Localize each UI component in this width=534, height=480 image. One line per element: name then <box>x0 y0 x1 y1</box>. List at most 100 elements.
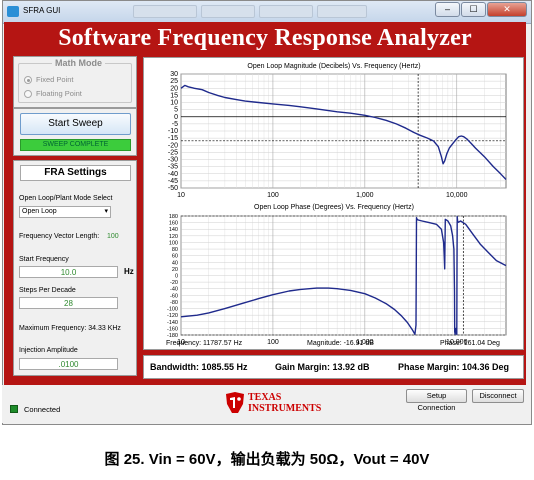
minimize-button[interactable]: – <box>435 2 460 17</box>
figure-caption: 图 25. Vin = 60V，输出负载为 50Ω，Vout = 40V <box>104 451 430 468</box>
phase-y-tick-label: 140 <box>169 227 178 233</box>
magnitude-y-tick-label: -40 <box>168 171 178 178</box>
phase-y-tick-label: -100 <box>167 307 178 313</box>
start-sweep-button[interactable]: Start Sweep <box>20 113 131 135</box>
phase-y-tick-label: -40 <box>170 287 178 293</box>
mode-select-dropdown[interactable]: Open Loop ▾ <box>19 206 111 218</box>
phase-series-line <box>180 215 507 335</box>
phase-y-tick-label: 0 <box>175 274 178 280</box>
freq-vector-label: Frequency Vector Length: <box>19 233 100 240</box>
magnitude-y-tick-label: -45 <box>168 178 178 185</box>
magnitude-x-tick-label: 10,000 <box>446 192 468 199</box>
magnitude-x-tick-label: 1,000 <box>356 192 374 199</box>
ti-logo: TEXAS INSTRUMENTS <box>224 389 324 417</box>
max-frequency-label: Maximum Frequency: 34.33 KHz <box>19 325 121 332</box>
window-title: SFRA GUI <box>23 6 61 15</box>
bode-plots: Open Loop Magnitude (Decibels) Vs. Frequ… <box>166 63 507 347</box>
sweep-panel: Start Sweep SWEEP COMPLETE <box>13 108 137 156</box>
blurred-tab <box>133 5 197 18</box>
steps-per-decade-label: Steps Per Decade <box>19 287 76 294</box>
fixed-point-label: Fixed Point <box>36 75 74 84</box>
blurred-tab <box>317 5 367 18</box>
magnitude-y-tick-label: -25 <box>168 149 178 156</box>
phase-y-tick-label: 80 <box>172 247 178 253</box>
fixed-point-radio[interactable] <box>24 76 32 84</box>
magnitude-y-tick-label: 5 <box>174 107 178 114</box>
sweep-status-bar: SWEEP COMPLETE <box>20 139 131 151</box>
connection-status-label: Connected <box>24 405 61 414</box>
gain-margin-readout: Gain Margin: 13.92 dB <box>275 362 370 372</box>
cursor-frequency-readout: Frequency: 11787.57 Hz <box>166 340 243 347</box>
floating-point-label: Floating Point <box>36 89 82 98</box>
injection-amplitude-input[interactable]: .0100 <box>19 358 118 370</box>
magnitude-y-tick-label: -5 <box>172 121 178 128</box>
magnitude-y-tick-label: -50 <box>168 185 178 192</box>
phase-y-tick-label: 40 <box>172 260 178 266</box>
blurred-tab <box>201 5 255 18</box>
cursor-magnitude-readout: Magnitude: -16.91 dB <box>307 340 374 347</box>
magnitude-x-tick-label: 10 <box>177 192 185 199</box>
magnitude-series-line <box>180 84 507 180</box>
phase-y-tick-label: 100 <box>169 240 178 246</box>
magnitude-chart-title: Open Loop Magnitude (Decibels) Vs. Frequ… <box>247 63 420 70</box>
status-footer: Connected TEXAS INSTRUMENTS Setup Connec… <box>2 385 530 423</box>
magnitude-y-tick-label: -15 <box>168 135 178 142</box>
maximize-button[interactable]: ☐ <box>461 2 486 17</box>
phase-x-tick-label: 10,000 <box>446 339 468 346</box>
title-bar: SFRA GUI – ☐ ✕ <box>3 1 531 24</box>
phase-y-tick-label: -20 <box>170 280 178 286</box>
phase-y-tick-label: 20 <box>172 267 178 273</box>
freq-vector-value: 100 <box>107 233 119 240</box>
stats-bar: Bandwidth: 1085.55 Hz Gain Margin: 13.92… <box>143 355 524 379</box>
close-button[interactable]: ✕ <box>487 2 527 17</box>
phase-y-tick-label: -160 <box>167 326 178 332</box>
phase-chart-title: Open Loop Phase (Degrees) Vs. Frequency … <box>254 204 414 211</box>
fra-settings-title: FRA Settings <box>20 165 131 181</box>
phase-y-tick-label: -140 <box>167 320 178 326</box>
setup-connection-button[interactable]: Setup Connection <box>406 389 467 412</box>
fra-settings-panel: FRA Settings Open Loop/Plant Mode Select… <box>13 160 137 376</box>
floating-point-radio[interactable] <box>24 90 32 98</box>
magnitude-y-tick-label: -35 <box>168 164 178 171</box>
connection-status-icon <box>10 405 18 413</box>
phase-y-tick-label: 60 <box>172 254 178 260</box>
magnitude-x-tick-label: 100 <box>267 192 279 199</box>
math-mode-title: Math Mode <box>52 58 105 68</box>
cursor-phase-readout: Phase: 161.04 Deg <box>440 340 500 347</box>
ti-logo-icon <box>226 392 244 413</box>
injection-amplitude-label: Injection Amplitude <box>19 347 78 354</box>
phase-y-tick-label: 180 <box>169 214 178 220</box>
magnitude-y-tick-label: 25 <box>170 78 178 85</box>
magnitude-y-tick-label: -30 <box>168 157 178 164</box>
magnitude-y-tick-label: 15 <box>170 92 178 99</box>
phase-y-tick-label: -120 <box>167 313 178 319</box>
mode-select-label: Open Loop/Plant Mode Select <box>19 195 113 202</box>
phase-y-tick-label: -80 <box>170 300 178 306</box>
phase-y-tick-label: 160 <box>169 221 178 227</box>
phase-margin-readout: Phase Margin: 104.36 Deg <box>398 362 510 372</box>
phase-y-tick-label: -60 <box>170 293 178 299</box>
start-frequency-label: Start Frequency <box>19 256 69 263</box>
phase-x-tick-label: 10 <box>177 339 185 346</box>
magnitude-y-tick-label: -10 <box>168 128 178 135</box>
ti-logo-line2: INSTRUMENTS <box>248 403 322 414</box>
phase-x-tick-label: 1,000 <box>356 339 374 346</box>
phase-y-tick-label: -180 <box>167 333 178 339</box>
steps-per-decade-input[interactable]: 28 <box>19 297 118 309</box>
start-frequency-unit: Hz <box>124 267 134 276</box>
mode-select-value: Open Loop <box>22 208 57 215</box>
start-frequency-input[interactable]: 10.0 <box>19 266 118 278</box>
magnitude-y-tick-label: 30 <box>170 71 178 78</box>
plot-panel: Open Loop Magnitude (Decibels) Vs. Frequ… <box>143 57 524 350</box>
app-body: Software Frequency Response Analyzer Mat… <box>4 22 526 385</box>
blurred-tab <box>259 5 313 18</box>
phase-x-tick-label: 100 <box>267 339 279 346</box>
magnitude-y-tick-label: 20 <box>170 85 178 92</box>
ti-logo-line1: TEXAS <box>248 392 282 403</box>
app-banner: Software Frequency Response Analyzer <box>58 25 472 51</box>
magnitude-y-tick-label: 10 <box>170 100 178 107</box>
bandwidth-readout: Bandwidth: 1085.55 Hz <box>150 362 248 372</box>
magnitude-y-tick-label: 0 <box>174 114 178 121</box>
disconnect-button[interactable]: Disconnect <box>472 389 524 403</box>
chevron-down-icon: ▾ <box>104 208 108 215</box>
